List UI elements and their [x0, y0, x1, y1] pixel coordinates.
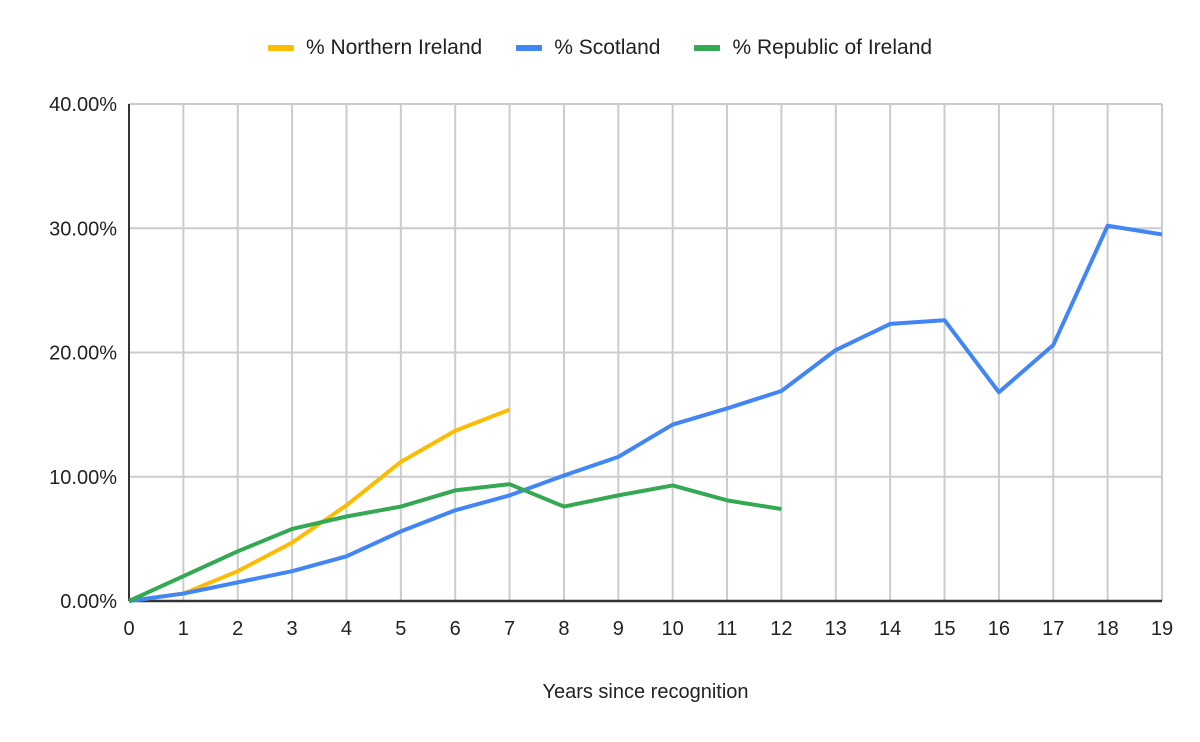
x-tick-label: 13 — [825, 618, 847, 640]
x-tick-label: 2 — [232, 618, 243, 640]
x-tick-label: 8 — [558, 618, 569, 640]
legend-label: % Republic of Ireland — [732, 36, 933, 59]
y-tick-label: 20.00% — [49, 343, 117, 365]
x-tick-label: 19 — [1151, 618, 1173, 640]
x-tick-label: 0 — [123, 618, 134, 640]
x-tick-label: 17 — [1042, 618, 1064, 640]
x-tick-label: 6 — [450, 618, 461, 640]
x-tick-label: 11 — [717, 618, 738, 640]
x-tick-label: 10 — [662, 618, 684, 640]
y-tick-label: 40.00% — [49, 94, 117, 116]
x-tick-label: 1 — [178, 618, 189, 640]
x-tick-label: 9 — [613, 618, 624, 640]
x-tick-label: 14 — [879, 618, 901, 640]
legend-item: % Republic of Ireland — [694, 36, 932, 60]
x-tick-label: 4 — [341, 618, 352, 640]
x-tick-label: 15 — [933, 618, 955, 640]
legend-item: % Northern Ireland — [267, 36, 483, 60]
chart-legend: % Northern Ireland % Scotland % Republic o… — [0, 36, 1200, 60]
y-tick-label: 30.00% — [49, 218, 117, 240]
legend-label: % Northern Ireland — [305, 36, 483, 59]
legend-swatch-icon — [694, 45, 721, 51]
x-tick-label: 7 — [504, 618, 515, 640]
legend-label: % Scotland — [554, 36, 661, 59]
x-tick-label: 18 — [1097, 618, 1119, 640]
x-tick-label: 5 — [395, 618, 406, 640]
legend-swatch-icon — [516, 45, 543, 51]
x-tick-label: 12 — [770, 618, 792, 640]
series-line-0 — [128, 407, 511, 603]
series-line-1 — [128, 223, 1163, 603]
y-tick-label: 10.00% — [49, 467, 117, 489]
y-tick-label: 0.00% — [60, 591, 117, 613]
x-tick-label: 3 — [287, 618, 298, 640]
x-tick-label: 16 — [988, 618, 1010, 640]
x-axis-title: Years since recognition — [542, 681, 748, 703]
legend-swatch-icon — [267, 45, 294, 51]
legend-item: % Scotland — [516, 36, 660, 60]
